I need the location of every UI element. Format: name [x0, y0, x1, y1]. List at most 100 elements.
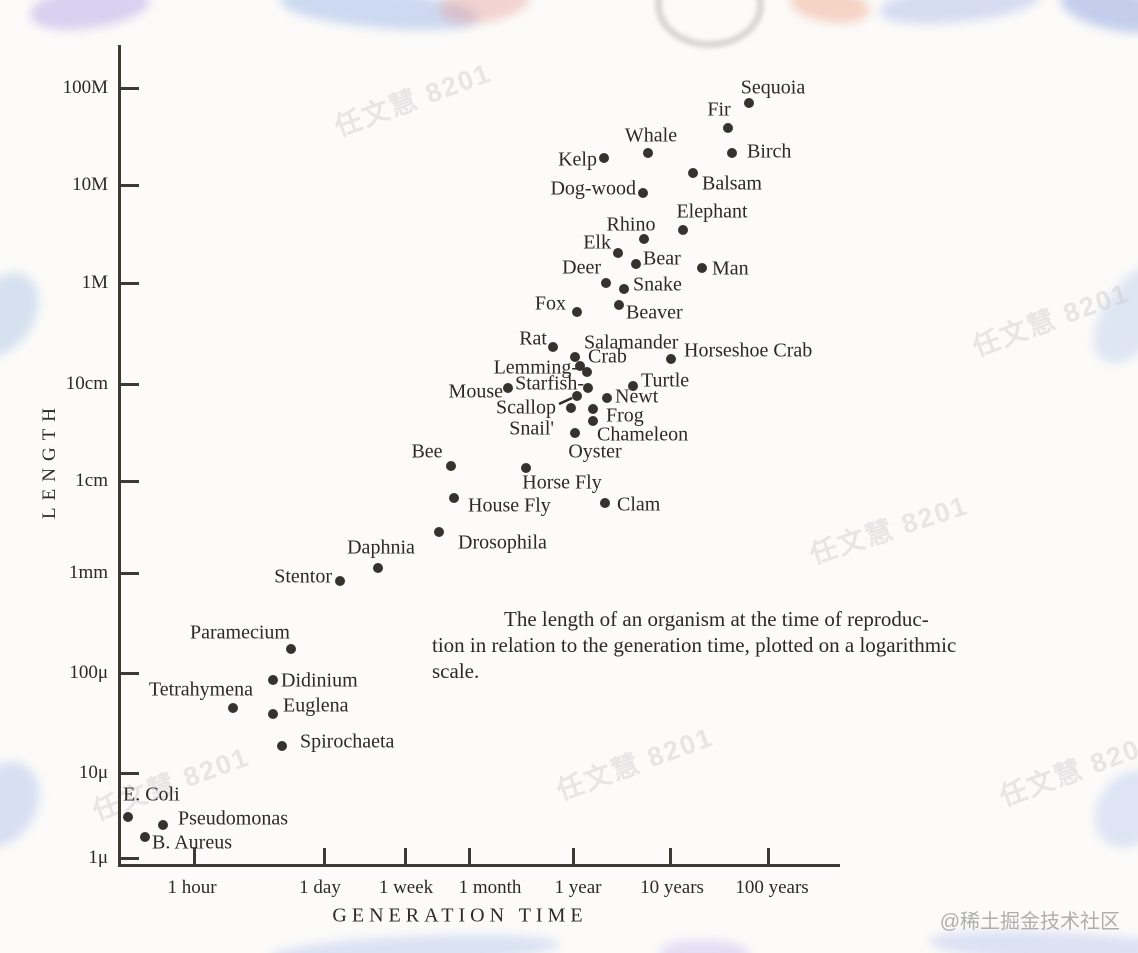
data-point-chameleon	[588, 416, 598, 426]
decor-blob	[278, 0, 482, 37]
x-tick	[468, 848, 471, 866]
data-point-horseshoe-crab	[666, 354, 676, 364]
data-point-turtle	[628, 381, 638, 391]
point-label-salamander: Salamander	[584, 331, 679, 354]
decor-blob	[27, 0, 153, 37]
x-tick	[193, 848, 196, 866]
point-label-crab: Crab	[588, 345, 627, 368]
point-label-elk: Elk	[583, 231, 611, 254]
data-point-elk	[613, 248, 623, 258]
x-tick-label: 1 week	[378, 877, 434, 898]
data-point-kelp	[599, 153, 609, 163]
faint-stamp: 任文慧 8201	[330, 57, 496, 143]
data-point-balsam	[688, 168, 698, 178]
point-label-elephant: Elephant	[676, 200, 748, 223]
x-tick	[767, 848, 770, 866]
data-point-fox	[572, 307, 582, 317]
x-tick	[572, 848, 575, 866]
data-point-dog-wood	[638, 188, 648, 198]
point-label-stentor: Stentor	[274, 565, 332, 588]
data-point-deer	[601, 278, 611, 288]
point-label-frog: Frog	[606, 404, 644, 427]
y-tick-label: 10cm	[65, 373, 108, 394]
data-point-tetrahymena	[228, 703, 238, 713]
data-point-elephant	[678, 225, 688, 235]
y-tick-label: 10M	[72, 174, 108, 195]
point-label-drosophila: Drosophila	[458, 531, 547, 554]
caption-line: tion in relation to the generation time,…	[432, 633, 957, 657]
data-point-man	[697, 263, 707, 273]
decor-edge-right	[1080, 758, 1138, 862]
point-label-rhino: Rhino	[606, 213, 656, 236]
faint-stamp: 任文慧 8201	[968, 277, 1134, 363]
caption-line: scale.	[432, 659, 480, 683]
faint-stamp: 任文慧 8201	[806, 490, 972, 570]
point-label-whale: Whale	[624, 124, 678, 147]
point-label-newt: Newt	[615, 385, 659, 408]
point-label-snail: Snail'	[509, 417, 554, 440]
data-point-horse-fly	[521, 463, 531, 473]
point-label-paramecium: Paramecium	[190, 621, 290, 644]
point-label-fir: Fir	[707, 98, 731, 121]
x-tick-label: 1 day	[299, 877, 341, 898]
caption-line: The length of an organism at the time of…	[504, 607, 929, 631]
point-label-b-aureus: B. Aureus	[152, 831, 232, 854]
data-point-b-aureus	[140, 832, 150, 842]
y-tick	[118, 772, 139, 775]
point-label-rat: Rat	[519, 327, 547, 350]
point-label-starfish: Starfish-	[515, 372, 584, 395]
data-point-snail	[566, 403, 576, 413]
point-label-deer: Deer	[562, 256, 601, 279]
site-watermark: @稀土掘金技术社区	[939, 911, 1120, 933]
data-point-snake	[619, 284, 629, 294]
x-tick	[404, 848, 407, 866]
y-tick	[118, 480, 139, 483]
y-tick-label: 100μ	[69, 662, 108, 683]
y-tick	[118, 383, 139, 386]
data-point-rat	[548, 342, 558, 352]
point-label-tetrahymena: Tetrahymena	[148, 678, 253, 701]
data-point-stentor	[335, 576, 345, 586]
point-label-house-fly: House Fly	[468, 494, 551, 517]
y-tick-label: 1cm	[75, 470, 108, 491]
data-point-daphnia	[373, 563, 383, 573]
data-point-rhino	[639, 234, 649, 244]
point-label-spirochaeta: Spirochaeta	[300, 730, 395, 753]
data-point-whale	[643, 148, 653, 158]
point-label-bee: Bee	[411, 440, 443, 463]
x-tick-label: 100 years	[735, 877, 809, 898]
point-label-man: Man	[712, 257, 749, 280]
point-label-snake: Snake	[633, 273, 682, 296]
point-label-horse-fly: Horse Fly	[522, 471, 602, 494]
data-point-pseudomonas	[158, 820, 168, 830]
data-point-bear	[631, 259, 641, 269]
y-tick	[118, 87, 139, 90]
data-point-paramecium	[286, 644, 296, 654]
point-label-chameleon: Chameleon	[597, 423, 689, 446]
point-label-pseudomonas: Pseudomonas	[178, 807, 288, 830]
data-point-oyster	[570, 428, 580, 438]
point-label-beaver: Beaver	[626, 301, 683, 324]
y-tick-label: 1μ	[88, 847, 108, 868]
x-axis-title: GENERATION TIME	[332, 904, 588, 927]
data-point-sequoia	[744, 98, 754, 108]
y-tick-label: 10μ	[78, 762, 108, 783]
faint-stamp: 任文慧 8201	[995, 727, 1138, 813]
point-label-e-coli: E. Coli	[123, 783, 180, 806]
data-point-birch	[727, 148, 737, 158]
data-point-frog	[588, 404, 598, 414]
point-label-sequoia: Sequoia	[740, 76, 806, 99]
decor-blob-bottom	[269, 928, 561, 953]
data-point-house-fly	[449, 493, 459, 503]
decor-blob-bottom	[660, 940, 750, 953]
data-point-euglena	[268, 709, 278, 719]
data-point-e-coli	[123, 812, 133, 822]
decor-edge-left	[0, 749, 56, 861]
y-tick	[118, 184, 139, 187]
data-point-clam	[600, 498, 610, 508]
data-point-starfish	[583, 383, 593, 393]
data-point-mouse	[503, 383, 513, 393]
y-tick	[118, 572, 139, 575]
data-point-didinium	[268, 675, 278, 685]
point-label-scallop: Scallop	[496, 396, 556, 419]
